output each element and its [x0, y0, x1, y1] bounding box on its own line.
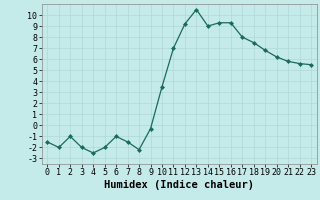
X-axis label: Humidex (Indice chaleur): Humidex (Indice chaleur)	[104, 180, 254, 190]
